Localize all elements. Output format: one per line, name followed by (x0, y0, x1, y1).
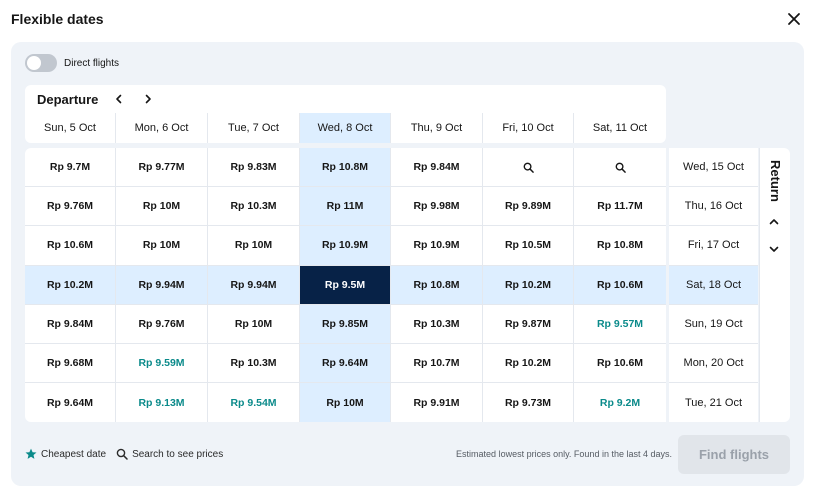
price-cell[interactable]: Rp 9.77M (116, 148, 208, 187)
departure-date[interactable]: Wed, 8 Oct (300, 113, 391, 143)
price-cell[interactable]: Rp 9.94M (208, 265, 300, 304)
departure-header: Departure (25, 85, 666, 113)
price-cell[interactable]: Rp 9.2M (599, 396, 641, 409)
toggle-knob (27, 56, 41, 70)
search-icon (116, 448, 128, 460)
search-price-cell[interactable] (574, 148, 666, 186)
price-cell[interactable]: Rp 9.68M (25, 343, 116, 383)
chevron-down-icon[interactable] (769, 244, 781, 256)
price-cell[interactable]: Rp 10.2M (483, 343, 574, 383)
price-row: Rp 9.7M Rp 9.77M Rp 9.83M Rp 10.8M Rp 9.84M (25, 148, 666, 188)
price-row: Rp 9.64M Rp 9.13M Rp 9.54M Rp 10M Rp 9.91M Rp… (25, 383, 666, 422)
price-cell[interactable]: Rp 9.76M (25, 187, 116, 226)
chevron-up-icon[interactable] (769, 217, 781, 229)
price-cell[interactable]: Rp 10M (208, 226, 300, 265)
departure-title: Departure (37, 91, 99, 107)
return-date[interactable]: Wed, 15 Oct (669, 148, 758, 188)
departure-date[interactable]: Thu, 9 Oct (391, 113, 483, 143)
legend: Cheapest date Search to see prices (25, 446, 223, 462)
price-row: Rp 9.68M Rp 9.59M Rp 10.3M Rp 9.64M Rp 10.7M… (25, 343, 666, 384)
return-date[interactable]: Thu, 16 Oct (669, 187, 758, 227)
direct-flights-label: Direct flights (64, 57, 120, 69)
price-cell[interactable]: Rp 10.9M (300, 226, 391, 265)
price-row: Rp 10.6M Rp 10M Rp 10M Rp 10.9M Rp 10.9M Rp 1… (25, 226, 666, 266)
chevron-right-icon[interactable] (140, 91, 156, 107)
price-grid: Rp 9.7M Rp 9.77M Rp 9.83M Rp 10.8M Rp 9.84M R… (25, 148, 666, 422)
price-row: Rp 10.2M Rp 9.94M Rp 9.94M Rp 9.5M Rp 10.8M R… (25, 265, 666, 305)
price-cell[interactable]: Rp 9.59M (116, 343, 208, 383)
price-cell[interactable]: Rp 9.89M (483, 187, 574, 226)
departure-date[interactable]: Sun, 5 Oct (25, 113, 116, 143)
price-cell[interactable]: Rp 10M (116, 226, 208, 265)
price-cell[interactable]: Rp 9.64M (25, 383, 116, 422)
close-icon[interactable] (786, 11, 802, 27)
return-date[interactable]: Sat, 18 Oct (669, 265, 758, 305)
price-cell[interactable]: Rp 10.6M (596, 357, 644, 370)
price-cell[interactable]: Rp 9.85M (300, 304, 391, 343)
price-cell[interactable]: Rp 10M (116, 187, 208, 226)
search-price-cell[interactable] (483, 148, 574, 187)
price-cell[interactable]: Rp 11M (300, 187, 391, 226)
price-cell[interactable]: Rp 9.94M (116, 265, 208, 304)
cheapest-date-label: Cheapest date (41, 448, 107, 460)
price-cell[interactable]: Rp 11.7M (597, 200, 643, 213)
departure-date[interactable]: Fri, 10 Oct (483, 113, 574, 143)
price-row: Rp 9.84M Rp 9.76M Rp 10M Rp 9.85M Rp 10.3M Rp… (25, 304, 666, 344)
return-date[interactable]: Tue, 21 Oct (684, 396, 743, 409)
departure-dates-row: Sun, 5 Oct Mon, 6 Oct Tue, 7 Oct Wed, 8 Oct… (25, 113, 666, 143)
departure-date[interactable]: Tue, 7 Oct (208, 113, 300, 143)
price-cell[interactable]: Rp 10.3M (208, 343, 300, 383)
price-cell[interactable]: Rp 10.6M (25, 226, 116, 265)
price-cell[interactable]: Rp 9.57M (596, 317, 644, 330)
star-icon (25, 448, 37, 460)
price-cell[interactable]: Rp 9.13M (116, 383, 208, 422)
return-side-panel: Return (759, 148, 790, 422)
price-cell[interactable]: Rp 9.73M (483, 383, 574, 422)
price-row: Rp 9.76M Rp 10M Rp 10.3M Rp 11M Rp 9.98M Rp 9… (25, 187, 666, 227)
price-cell[interactable]: Rp 10.3M (391, 304, 483, 343)
return-dates-column: Wed, 15 Oct Thu, 16 Oct Fri, 17 Oct Sat, 18… (669, 148, 758, 422)
price-cell[interactable]: Rp 9.83M (208, 148, 300, 187)
price-cell[interactable]: Rp 10.8M (596, 239, 644, 252)
search-prices-label: Search to see prices (132, 448, 224, 460)
price-cell[interactable]: Rp 9.84M (391, 148, 483, 187)
price-cell[interactable]: Rp 10.8M (300, 148, 391, 187)
price-cell[interactable]: Rp 10.2M (25, 265, 116, 304)
price-cell[interactable]: Rp 9.64M (300, 343, 391, 383)
return-date[interactable]: Sun, 19 Oct (669, 305, 758, 344)
departure-date[interactable]: Mon, 6 Oct (116, 113, 208, 143)
return-date[interactable]: Fri, 17 Oct (669, 226, 758, 266)
selected-price-cell[interactable]: Rp 9.5M (300, 265, 391, 304)
price-cell[interactable]: Rp 10.9M (391, 226, 483, 265)
return-date[interactable]: Mon, 20 Oct (669, 344, 758, 384)
price-cell[interactable]: Rp 10.8M (391, 265, 483, 304)
direct-flights-toggle[interactable] (25, 54, 57, 72)
price-cell[interactable]: Rp 9.98M (391, 187, 483, 226)
search-icon (615, 162, 626, 173)
return-title: Return (768, 160, 783, 202)
price-cell[interactable]: Rp 10M (208, 304, 300, 343)
price-cell[interactable]: Rp 10.3M (208, 187, 300, 226)
price-cell[interactable]: Rp 9.54M (208, 383, 300, 422)
departure-date[interactable]: Sat, 11 Oct (592, 122, 648, 134)
page-title: Flexible dates (11, 11, 104, 27)
price-cell[interactable]: Rp 9.76M (116, 304, 208, 343)
search-icon (523, 162, 534, 173)
price-cell[interactable]: Rp 9.91M (391, 383, 483, 422)
price-cell[interactable]: Rp 9.87M (483, 304, 574, 343)
price-cell[interactable]: Rp 10.6M (574, 265, 666, 304)
price-disclaimer: Estimated lowest prices only. Found in t… (456, 449, 672, 459)
price-cell[interactable]: Rp 9.84M (25, 304, 116, 343)
price-cell[interactable]: Rp 9.7M (25, 148, 116, 187)
price-cell[interactable]: Rp 10.5M (483, 226, 574, 265)
price-cell[interactable]: Rp 10.7M (391, 343, 483, 383)
price-cell[interactable]: Rp 10.2M (483, 265, 574, 304)
price-cell[interactable]: Rp 10M (300, 383, 391, 422)
find-flights-button[interactable]: Find flights (678, 435, 790, 474)
direct-flights-row: Direct flights (25, 54, 119, 72)
chevron-left-icon[interactable] (111, 91, 127, 107)
